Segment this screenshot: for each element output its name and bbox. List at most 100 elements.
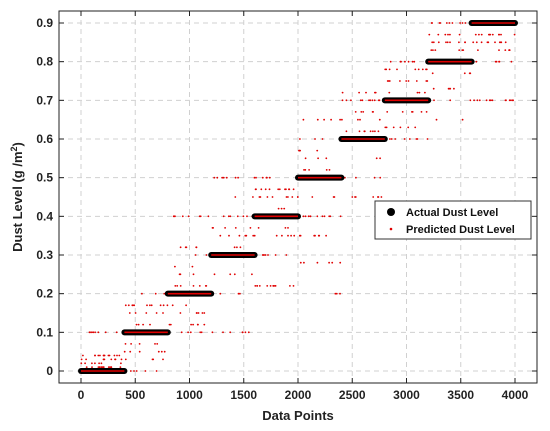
predicted-point <box>321 215 324 218</box>
predicted-point <box>169 323 172 326</box>
predicted-point <box>99 354 101 357</box>
predicted-point <box>358 91 360 94</box>
predicted-point <box>350 99 352 102</box>
predicted-point <box>431 72 434 75</box>
predicted-point <box>363 130 366 133</box>
predicted-point <box>386 80 389 82</box>
predicted-point <box>163 292 166 295</box>
y-tick-label: 0.1 <box>36 325 53 339</box>
predicted-point <box>242 215 245 218</box>
predicted-point <box>203 323 206 326</box>
predicted-point <box>179 285 182 287</box>
predicted-point <box>246 215 248 218</box>
predicted-point <box>339 292 341 295</box>
predicted-point <box>268 176 271 179</box>
predicted-point <box>418 91 421 94</box>
predicted-point <box>149 323 151 326</box>
predicted-point <box>414 126 417 129</box>
predicted-point <box>219 292 222 295</box>
predicted-point <box>458 33 461 36</box>
predicted-point <box>94 331 96 334</box>
predicted-point <box>98 362 100 365</box>
predicted-point <box>287 234 289 237</box>
predicted-point <box>251 273 253 276</box>
predicted-point <box>504 99 507 102</box>
predicted-point <box>299 234 302 237</box>
predicted-point <box>154 343 156 345</box>
predicted-point <box>445 41 447 44</box>
predicted-point <box>163 350 166 353</box>
predicted-point <box>227 215 230 218</box>
predicted-point <box>303 169 305 171</box>
predicted-point <box>241 331 244 334</box>
predicted-point <box>430 22 433 24</box>
predicted-point <box>388 68 391 71</box>
predicted-point <box>253 176 256 179</box>
predicted-point <box>238 234 241 237</box>
predicted-point <box>341 118 343 121</box>
predicted-point <box>192 323 195 326</box>
predicted-point <box>171 304 174 307</box>
predicted-point <box>233 246 236 249</box>
predicted-point <box>225 176 228 179</box>
predicted-point <box>138 350 141 353</box>
predicted-point <box>345 99 348 102</box>
predicted-point <box>184 246 187 249</box>
predicted-point <box>149 304 151 307</box>
predicted-point <box>200 331 203 334</box>
predicted-point <box>288 188 290 191</box>
predicted-point <box>425 80 428 82</box>
predicted-point <box>388 91 391 94</box>
predicted-point <box>94 354 96 357</box>
predicted-point <box>224 227 227 229</box>
predicted-point <box>203 312 206 314</box>
predicted-point <box>513 33 516 36</box>
predicted-point <box>233 273 236 276</box>
predicted-point <box>437 33 440 36</box>
predicted-point <box>487 41 490 44</box>
predicted-point <box>124 304 127 307</box>
predicted-point <box>249 227 252 229</box>
predicted-point <box>488 99 491 102</box>
predicted-point <box>475 60 478 63</box>
predicted-point <box>359 99 362 102</box>
predicted-point <box>277 207 280 210</box>
predicted-point <box>318 234 321 237</box>
predicted-point <box>372 111 374 113</box>
predicted-point <box>142 323 145 326</box>
predicted-point <box>421 68 424 71</box>
predicted-point <box>280 207 283 210</box>
predicted-point <box>389 138 391 140</box>
axis-ticks <box>59 11 537 383</box>
predicted-point <box>198 285 201 287</box>
predicted-point <box>254 188 257 191</box>
predicted-point <box>407 126 410 129</box>
predicted-point <box>252 234 255 237</box>
predicted-point <box>354 196 356 198</box>
predicted-point <box>284 227 287 229</box>
predicted-point <box>191 265 194 268</box>
predicted-point <box>222 176 225 179</box>
predicted-point <box>216 176 219 179</box>
predicted-point <box>430 49 433 51</box>
predicted-point <box>277 188 280 191</box>
predicted-point <box>453 87 455 90</box>
predicted-point <box>371 99 374 102</box>
predicted-point <box>392 126 395 129</box>
predicted-point <box>137 323 140 326</box>
predicted-point <box>417 68 420 71</box>
predicted-point <box>100 366 103 368</box>
predicted-point <box>80 358 83 361</box>
predicted-point <box>239 246 242 249</box>
predicted-point <box>435 118 438 121</box>
x-tick-label: 1000 <box>176 388 203 402</box>
predicted-point <box>508 49 511 51</box>
y-axis-label-superscript: 2 <box>9 146 19 151</box>
predicted-point <box>197 312 200 314</box>
predicted-point <box>478 33 480 36</box>
predicted-point <box>107 366 110 368</box>
predicted-point <box>194 254 197 256</box>
predicted-point <box>425 68 428 71</box>
predicted-point <box>374 130 376 133</box>
